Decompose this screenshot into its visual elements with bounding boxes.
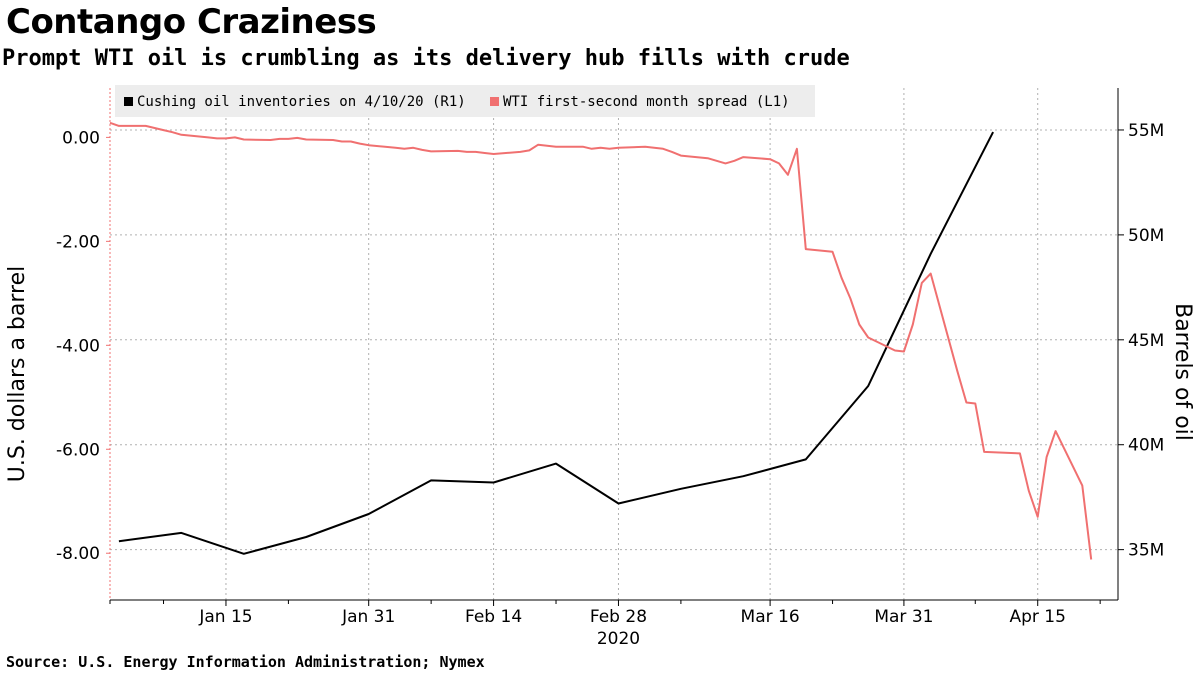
y-right-tick-label: 45M (1128, 331, 1164, 351)
source-note: Source: U.S. Energy Information Administ… (6, 653, 485, 671)
y-left-axis-title: U.S. dollars a barrel (5, 266, 30, 482)
series-lines (109, 121, 1093, 560)
x-tick-label: Jan 15 (198, 607, 252, 627)
x-tick-label: Apr 15 (1009, 607, 1065, 627)
y-right-axis-title: Barrels of oil (1170, 303, 1195, 441)
grid-lines (110, 88, 1118, 600)
y-left-tick-label: -4.00 (56, 336, 100, 356)
axes (106, 88, 1124, 606)
chart-title: Contango Craziness (6, 2, 377, 42)
x-tick-label: Feb 14 (465, 607, 522, 627)
legend-swatch-1 (124, 97, 133, 106)
axis-labels: 0.00 -2.00 -4.00 -6.00 -8.00 55M 50M 45M 40M 35M J… (5, 121, 1195, 649)
y-left-tick-label: -6.00 (56, 440, 100, 460)
series-line-inventory (118, 131, 994, 555)
legend-box (115, 85, 815, 117)
y-left-tick-label: 0.00 (62, 128, 100, 148)
y-right-tick-label: 50M (1128, 226, 1164, 246)
legend-label-2: WTI first-second month spread (L1) (503, 94, 790, 110)
x-tick-label: Jan 31 (341, 607, 395, 627)
y-right-tick-label: 35M (1128, 541, 1164, 561)
series-line-spread (109, 121, 1093, 560)
x-tick-label: Mar 31 (874, 607, 933, 627)
legend-swatch-2 (490, 97, 499, 106)
chart-subtitle: Prompt WTI oil is crumbling as its deliv… (2, 46, 850, 71)
legend: Cushing oil inventories on 4/10/20 (R1) W… (115, 85, 815, 117)
x-tick-label: Mar 16 (741, 607, 800, 627)
x-year-label: 2020 (597, 629, 640, 649)
legend-label-1: Cushing oil inventories on 4/10/20 (R1) (137, 94, 466, 110)
y-left-tick-label: -8.00 (56, 544, 100, 564)
y-right-tick-label: 40M (1128, 436, 1164, 456)
x-tick-label: Feb 28 (590, 607, 647, 627)
y-right-tick-label: 55M (1128, 121, 1164, 141)
y-left-tick-label: -2.00 (56, 232, 100, 252)
